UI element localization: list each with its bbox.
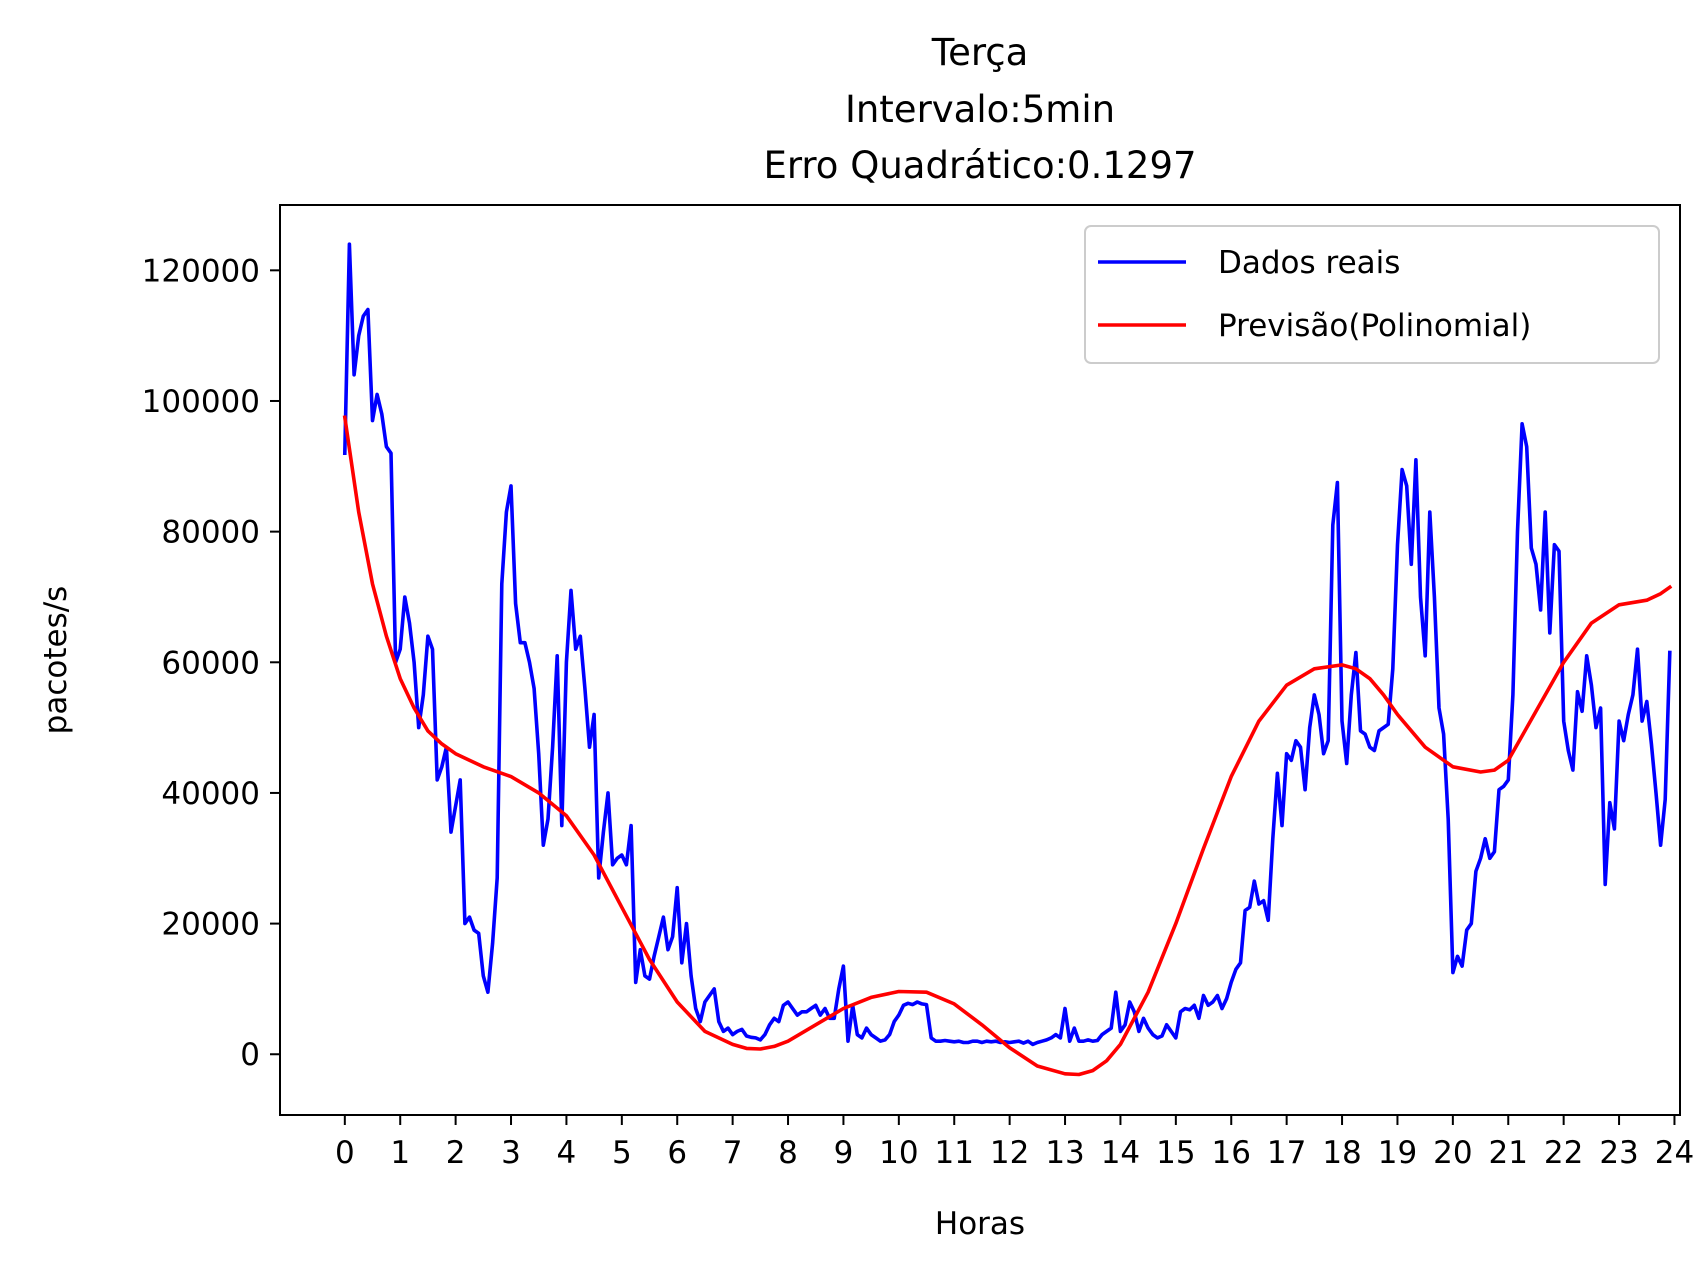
chart-title-line-3: Erro Quadrático:0.1297 xyxy=(763,144,1196,187)
y-tick-label: 60000 xyxy=(161,645,260,681)
x-axis-label: Horas xyxy=(935,1206,1025,1242)
y-tick-label: 0 xyxy=(240,1037,260,1073)
x-tick-label: 23 xyxy=(1599,1135,1638,1171)
x-axis-ticks: 0 1 2 3 4 5 6 7 8 9 10 11 12 13 14 15 16 17 18 19 20 21 22 23 24 xyxy=(335,1115,1694,1171)
x-tick-label: 15 xyxy=(1156,1135,1195,1171)
series-line-previsao-polinomial xyxy=(342,415,1673,1077)
x-tick-label: 21 xyxy=(1489,1135,1528,1171)
x-tick-label: 13 xyxy=(1045,1135,1084,1171)
x-tick-label: 7 xyxy=(723,1135,743,1171)
x-tick-label: 20 xyxy=(1433,1135,1472,1171)
x-tick-label: 16 xyxy=(1212,1135,1251,1171)
y-tick-label: 120000 xyxy=(142,253,260,289)
x-tick-label: 14 xyxy=(1101,1135,1140,1171)
x-tick-label: 1 xyxy=(390,1135,410,1171)
x-tick-label: 19 xyxy=(1378,1135,1417,1171)
x-tick-label: 8 xyxy=(778,1135,798,1171)
x-tick-label: 3 xyxy=(501,1135,521,1171)
x-tick-label: 0 xyxy=(335,1135,355,1171)
y-tick-label: 100000 xyxy=(142,384,260,420)
x-tick-label: 24 xyxy=(1655,1135,1694,1171)
series-layer xyxy=(342,242,1673,1077)
x-tick-label: 18 xyxy=(1322,1135,1361,1171)
y-axis-ticks: 0 20000 40000 60000 80000 100000 120000 xyxy=(142,253,280,1073)
x-tick-label: 11 xyxy=(935,1135,974,1171)
x-tick-label: 9 xyxy=(834,1135,854,1171)
y-axis-label: pacotes/s xyxy=(38,586,74,735)
x-tick-label: 5 xyxy=(612,1135,632,1171)
legend: Dados reais Previsão(Polinomial) xyxy=(1084,225,1660,364)
x-tick-label: 22 xyxy=(1544,1135,1583,1171)
legend-label-dados-reais: Dados reais xyxy=(1218,245,1400,281)
y-tick-label: 40000 xyxy=(161,776,260,812)
x-tick-label: 4 xyxy=(557,1135,577,1171)
series-line-dados-reais xyxy=(342,242,1672,1047)
chart-title-line-1: Terça xyxy=(931,31,1029,74)
x-tick-label: 17 xyxy=(1267,1135,1306,1171)
x-tick-label: 6 xyxy=(667,1135,687,1171)
legend-box xyxy=(1084,225,1660,364)
legend-label-previsao-polinomial: Previsão(Polinomial) xyxy=(1218,308,1531,344)
x-tick-label: 2 xyxy=(446,1135,466,1171)
plot-frame xyxy=(279,204,1681,1116)
y-tick-label: 20000 xyxy=(161,907,260,943)
y-tick-label: 80000 xyxy=(161,515,260,551)
x-tick-label: 12 xyxy=(990,1135,1029,1171)
chart-title-line-2: Intervalo:5min xyxy=(845,88,1115,131)
x-tick-label: 10 xyxy=(879,1135,918,1171)
